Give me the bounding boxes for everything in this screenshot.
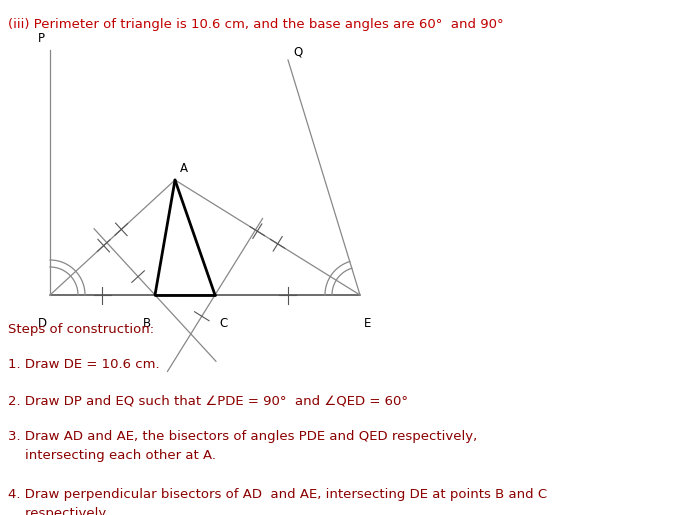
Text: 2. Draw DP and EQ such that ∠PDE = 90°  and ∠QED = 60°: 2. Draw DP and EQ such that ∠PDE = 90° a… [8,394,408,407]
Text: C: C [219,317,227,330]
Text: P: P [38,32,45,45]
Text: E: E [364,317,371,330]
Text: 4. Draw perpendicular bisectors of AD  and AE, intersecting DE at points B and C: 4. Draw perpendicular bisectors of AD an… [8,488,547,515]
Text: B: B [143,317,151,330]
Text: Steps of construction:: Steps of construction: [8,323,154,336]
Text: D: D [38,317,47,330]
Text: 1. Draw DE = 10.6 cm.: 1. Draw DE = 10.6 cm. [8,358,159,371]
Text: A: A [180,162,188,175]
Text: Q: Q [293,45,302,58]
Text: (iii) Perimeter of triangle is 10.6 cm, and the base angles are 60°  and 90°: (iii) Perimeter of triangle is 10.6 cm, … [8,18,503,31]
Text: 3. Draw AD and AE, the bisectors of angles PDE and QED respectively,
    interse: 3. Draw AD and AE, the bisectors of angl… [8,430,477,462]
